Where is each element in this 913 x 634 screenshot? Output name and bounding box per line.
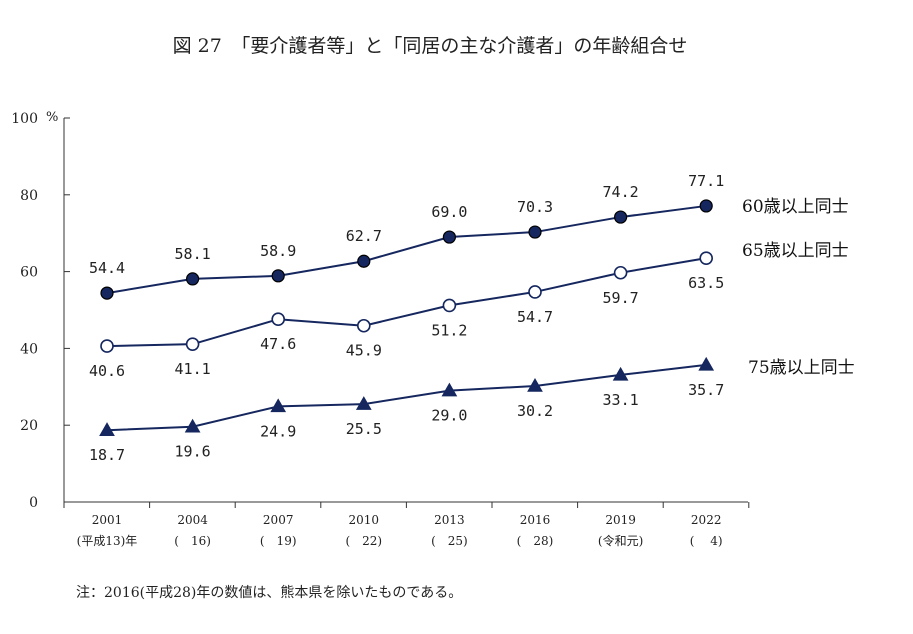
data-point: [699, 199, 713, 213]
x-tick-label-year: 2010: [349, 513, 380, 527]
data-point: [699, 251, 714, 265]
data-label: 29.0: [431, 407, 467, 425]
x-tick-label-year: 2004: [177, 513, 208, 527]
series-label: 75歳以上同士: [748, 358, 855, 378]
y-tick-label: 0: [29, 495, 38, 511]
data-point: [99, 422, 115, 436]
data-label: 74.2: [603, 183, 639, 201]
data-label: 45.9: [346, 342, 382, 360]
data-point: [698, 356, 715, 371]
x-tick-label-era: ( 25): [431, 534, 468, 548]
series-2: 40.6 41.1 47.6 45.9 51.2 54.7 59.7 63.5 65歳以上同士: [89, 241, 849, 380]
data-label: 54.4: [89, 259, 125, 277]
x-tick-label-year: 2001: [92, 513, 123, 527]
x-tick-label-era: ( 28): [517, 534, 554, 548]
x-tick-label-era: (平成13)年: [77, 534, 138, 548]
data-point: [271, 269, 285, 283]
data-point: [186, 272, 200, 286]
data-point: [356, 318, 371, 333]
data-label: 40.6: [89, 362, 125, 380]
data-label: 77.1: [688, 172, 724, 190]
data-point: [271, 312, 286, 327]
x-tick-label-year: 2013: [434, 513, 465, 527]
chart-note: 注：2016(平成28)年の数値は、熊本県を除いたものである。: [76, 585, 462, 601]
series-label: 60歳以上同士: [742, 197, 849, 217]
data-label: 24.9: [260, 422, 296, 440]
x-tick-label-era: ( 19): [260, 534, 297, 548]
data-label: 18.7: [89, 446, 125, 464]
data-point: [528, 225, 542, 239]
series-label: 65歳以上同士: [742, 241, 849, 261]
data-label: 58.1: [175, 245, 211, 263]
x-tick-label-era: (令和元): [598, 533, 643, 548]
data-point: [184, 418, 201, 433]
data-label: 59.7: [603, 289, 639, 307]
data-point: [357, 254, 371, 268]
data-point: [527, 378, 543, 392]
data-point: [612, 366, 629, 381]
data-label: 58.9: [260, 242, 296, 260]
y-tick-label: 20: [20, 418, 38, 434]
data-label: 70.3: [517, 198, 553, 216]
x-tick-label-era: ( 22): [345, 534, 382, 548]
chart-title: 図 27 「要介護者等」と「同居の主な介護者」の年齢組合せ: [173, 35, 688, 57]
x-tick-label-era: ( 4): [690, 534, 723, 548]
y-tick-label: 100: [11, 111, 38, 127]
data-point: [100, 286, 114, 300]
data-label: 30.2: [517, 402, 553, 420]
series-line: [106, 363, 707, 432]
data-point: [613, 265, 628, 280]
x-tick-label-era: ( 16): [174, 534, 211, 548]
data-label: 19.6: [175, 443, 211, 461]
data-label: 35.7: [688, 381, 724, 399]
data-label: 69.0: [431, 203, 467, 221]
data-point: [100, 339, 114, 353]
data-label: 47.6: [260, 335, 296, 353]
data-label: 41.1: [175, 360, 211, 378]
y-tick-label: 40: [20, 341, 38, 357]
axes: 0 20 40 60 80 100 % 2001 (平成13)年 2004 ( 16) 2007 ( 1…: [11, 110, 750, 548]
series-line: [106, 257, 707, 348]
data-point: [355, 396, 372, 410]
data-label: 51.2: [431, 321, 467, 339]
data-label: 62.7: [346, 227, 382, 245]
series-1: 54.4 58.1 58.9 62.7 69.0 70.3 74.2 77.1 60歳以上同士: [89, 172, 849, 300]
y-unit-label: %: [46, 110, 58, 125]
data-point: [442, 230, 456, 244]
x-tick-label-year: 2007: [263, 513, 294, 527]
data-point: [270, 398, 287, 413]
data-label: 63.5: [688, 274, 724, 292]
data-point: [613, 210, 628, 224]
x-tick-label-year: 2016: [520, 513, 551, 527]
x-tick-label-year: 2022: [691, 513, 722, 527]
data-label: 25.5: [346, 420, 382, 438]
y-tick-label: 80: [20, 188, 38, 204]
series-line: [106, 204, 707, 295]
data-point: [185, 337, 200, 351]
data-point: [441, 382, 458, 397]
x-tick-label-year: 2019: [605, 513, 636, 527]
y-tick-label: 60: [20, 265, 38, 281]
data-label: 54.7: [517, 308, 553, 326]
series-layer: 54.4 58.1 58.9 62.7 69.0 70.3 74.2 77.1 60歳以上同士 4…: [89, 172, 855, 464]
data-point: [528, 285, 542, 299]
data-label: 33.1: [603, 391, 639, 409]
series-3: 18.7 19.6 24.9 25.5 29.0 30.2 33.1 35.7 75歳以上同士: [89, 356, 855, 464]
data-point: [442, 298, 457, 313]
